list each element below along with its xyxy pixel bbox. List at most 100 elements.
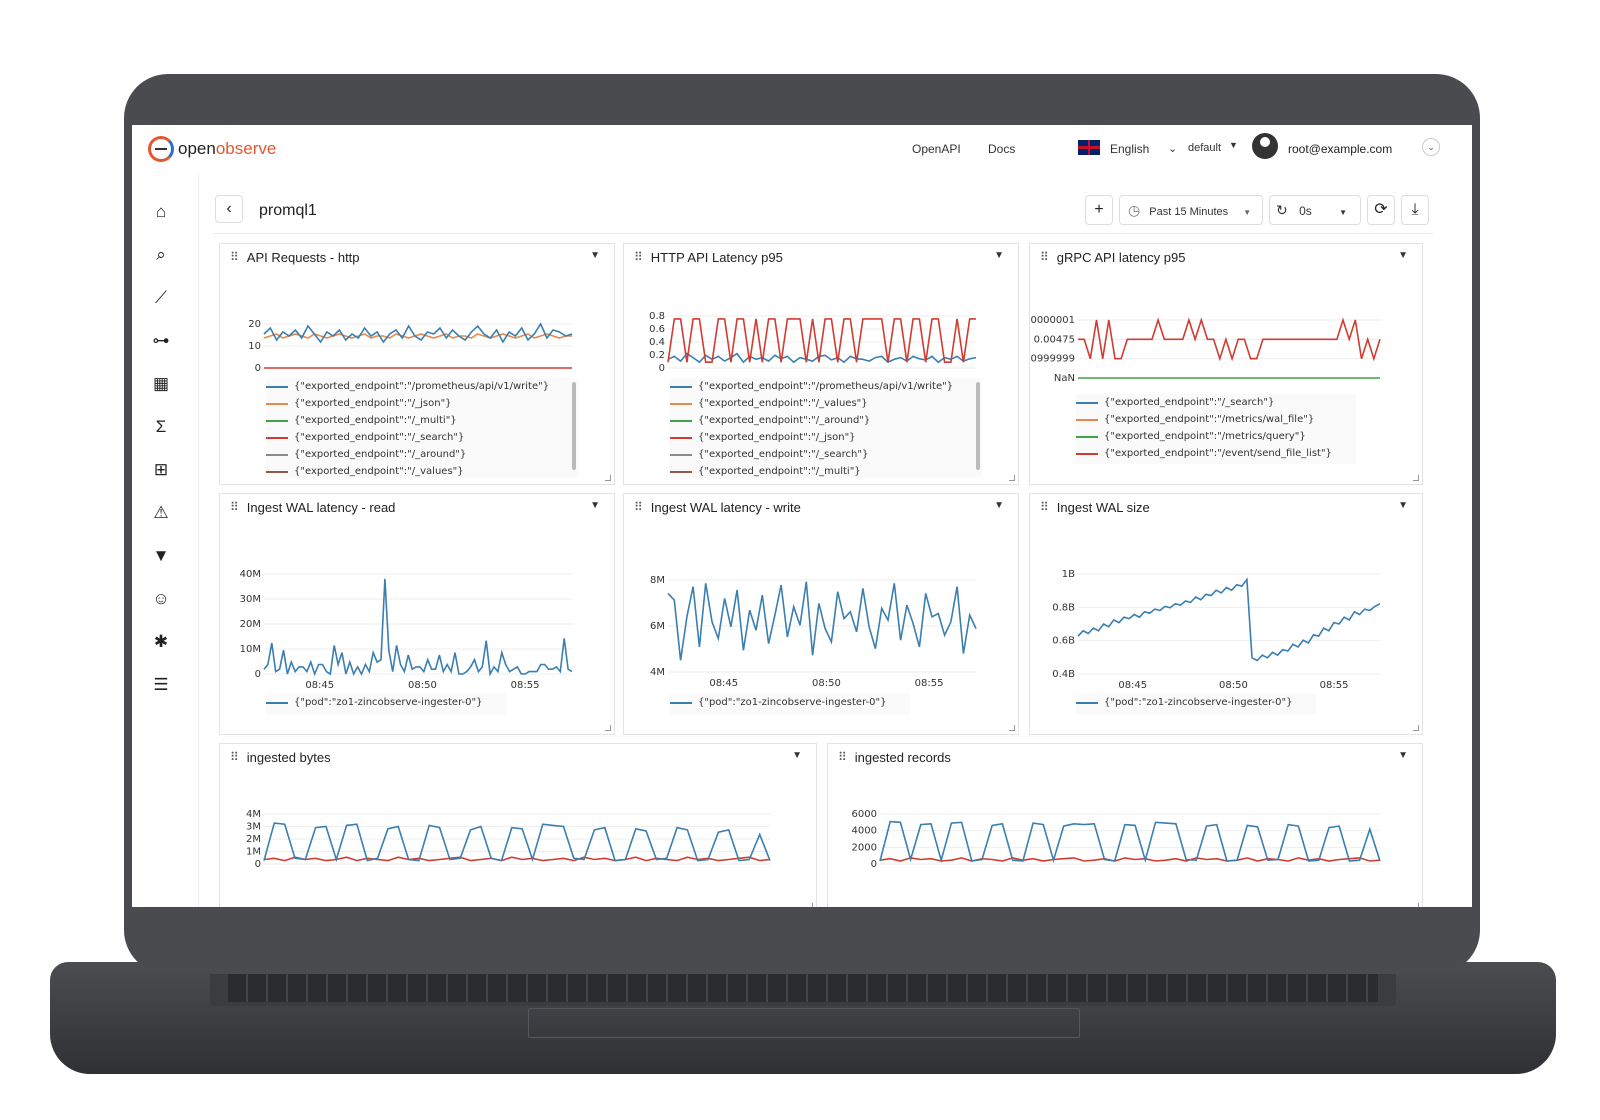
panel-menu-icon[interactable]: ▼ [590,250,600,261]
slack-icon[interactable]: ✱ [153,632,169,651]
drag-handle-icon[interactable]: ⠿ [838,750,847,764]
legend-item[interactable]: {"exported_endpoint":"/prometheus/api/v1… [266,378,578,395]
y-tick-label: 0 [255,859,261,870]
panel-header[interactable]: ⠿ Ingest WAL latency - read [230,500,395,515]
legend-item[interactable]: {"exported_endpoint":"/metrics/wal_file"… [1076,411,1356,428]
functions-icon[interactable]: Σ [155,417,167,436]
panel-menu-icon[interactable]: ▼ [994,250,1004,261]
y-tick-label: 0.00475 [1034,334,1075,345]
panel-menu-icon[interactable]: ▼ [792,750,802,761]
refresh-button[interactable]: ⟳ [1367,195,1395,225]
settings-icon[interactable]: ☰ [153,675,169,694]
drag-handle-icon[interactable]: ⠿ [230,250,239,264]
panel-menu-icon[interactable]: ▼ [1398,500,1408,511]
resize-handle[interactable] [605,475,611,481]
logo-icon [148,136,174,162]
x-tick-label: 08:55 [915,678,944,689]
alerts-icon[interactable]: ⚠ [153,503,169,522]
panel-menu-icon[interactable]: ▼ [590,500,600,511]
panel-header[interactable]: ⠿ ingested bytes [230,750,331,765]
auto-refresh-select[interactable]: ↻ 0s ▼ [1269,195,1361,225]
legend-item[interactable]: {"exported_endpoint":"/_search"} [670,446,982,463]
legend-item[interactable]: {"exported_endpoint":"/_search"} [266,429,578,446]
logo[interactable]: openobserve [148,136,276,162]
search-icon[interactable]: ⌕ [156,245,166,264]
legend-item[interactable]: {"pod":"zo1-zincobserve-ingester-0"} [1076,694,1316,711]
metrics-icon[interactable]: ⟋ [155,288,167,307]
touchpad [528,1008,1080,1038]
openapi-link[interactable]: OpenAPI [912,142,961,156]
legend-item[interactable]: {"exported_endpoint":"/_around"} [266,446,578,463]
legend-label: {"exported_endpoint":"/_values"} [698,398,868,409]
x-tick-label: 08:45 [305,680,334,691]
legend-scrollbar[interactable] [976,382,980,470]
traces-icon[interactable]: ⊶ [152,331,170,350]
user-menu-icon[interactable]: ⌄ [1422,138,1440,156]
docs-link[interactable]: Docs [988,142,1016,156]
legend-item[interactable]: {"exported_endpoint":"/_multi"} [266,412,578,429]
panel-header[interactable]: ⠿ ingested records [838,750,951,765]
legend-item[interactable]: {"exported_endpoint":"/event/send_file_l… [1076,445,1356,462]
uk-flag-icon[interactable] [1078,140,1100,155]
panel-header[interactable]: ⠿ HTTP API Latency p95 [634,250,783,265]
legend-scrollbar[interactable] [572,382,576,470]
resize-handle[interactable] [1009,725,1015,731]
streams-icon[interactable]: ⊞ [153,460,169,479]
legend-item[interactable]: {"exported_endpoint":"/_multi"} [670,463,982,478]
x-tick-label: 08:55 [1320,680,1349,691]
resize-handle[interactable] [1413,903,1419,907]
y-tick-label: 0 [255,669,261,680]
org-select[interactable]: default [1188,142,1222,154]
resize-handle[interactable] [1413,475,1419,481]
resize-handle[interactable] [1413,725,1419,731]
panel-header[interactable]: ⠿ API Requests - http [230,250,360,265]
panel-header[interactable]: ⠿ gRPC API latency p95 [1040,250,1185,265]
user-email[interactable]: root@example.com [1288,142,1393,156]
legend-label: {"exported_endpoint":"/_search"} [294,432,465,443]
drag-handle-icon[interactable]: ⠿ [634,500,643,514]
legend-item[interactable]: {"exported_endpoint":"/_search"} [1076,394,1356,411]
y-tick-label: 6000 [852,809,877,820]
y-tick-label: 0 [255,363,261,374]
legend-swatch [670,453,692,456]
panel-chart: 8M 6M 4M 08:45 08:50 08:55 [650,575,977,689]
drag-handle-icon[interactable]: ⠿ [1040,250,1049,264]
panel-menu-icon[interactable]: ▼ [1398,750,1408,761]
panel-menu-icon[interactable]: ▼ [994,500,1004,511]
panel-menu-icon[interactable]: ▼ [1398,250,1408,261]
ingestion-icon[interactable]: ▼ [152,546,170,565]
legend-item[interactable]: {"exported_endpoint":"/_values"} [266,463,578,478]
legend-item[interactable]: {"exported_endpoint":"/_json"} [670,429,982,446]
drag-handle-icon[interactable]: ⠿ [1040,500,1049,514]
drag-handle-icon[interactable]: ⠿ [230,750,239,764]
home-icon[interactable]: ⌂ [155,202,167,221]
resize-handle[interactable] [807,903,813,907]
y-tick-label: 20 [248,319,261,330]
y-tick-label: 8M [650,575,665,586]
dashboards-icon[interactable]: ▦ [152,374,170,393]
legend-item[interactable]: {"pod":"zo1-zincobserve-ingester-0"} [670,694,910,711]
drag-handle-icon[interactable]: ⠿ [634,250,643,264]
resize-handle[interactable] [605,725,611,731]
legend-item[interactable]: {"exported_endpoint":"/_around"} [670,412,982,429]
caret-down-icon[interactable]: ▼ [1229,140,1238,150]
language-select[interactable]: English [1110,142,1150,156]
back-button[interactable]: ‹ [215,195,243,223]
panel-header[interactable]: ⠿ Ingest WAL latency - write [634,500,801,515]
legend-item[interactable]: {"exported_endpoint":"/metrics/query"} [1076,428,1356,445]
add-panel-button[interactable]: + [1085,195,1113,225]
legend-item[interactable]: {"exported_endpoint":"/_json"} [266,395,578,412]
download-button[interactable]: ⤓ [1401,195,1429,225]
chevron-down-icon[interactable]: ⌄ [1168,143,1178,155]
date-time-picker[interactable]: ◷ Past 15 Minutes ▼ [1119,195,1263,225]
legend-item[interactable]: {"exported_endpoint":"/_values"} [670,395,982,412]
iam-icon[interactable]: ☺ [152,589,170,608]
drag-handle-icon[interactable]: ⠿ [230,500,239,514]
panel-header[interactable]: ⠿ Ingest WAL size [1040,500,1150,515]
resize-handle[interactable] [1009,475,1015,481]
avatar[interactable] [1252,133,1278,159]
chart-legend: {"pod":"zo1-zincobserve-ingester-0"} [670,694,910,714]
screen: openobserve OpenAPI Docs English ⌄ defau… [132,125,1472,907]
legend-item[interactable]: {"exported_endpoint":"/prometheus/api/v1… [670,378,982,395]
legend-item[interactable]: {"pod":"zo1-zincobserve-ingester-0"} [266,694,506,711]
